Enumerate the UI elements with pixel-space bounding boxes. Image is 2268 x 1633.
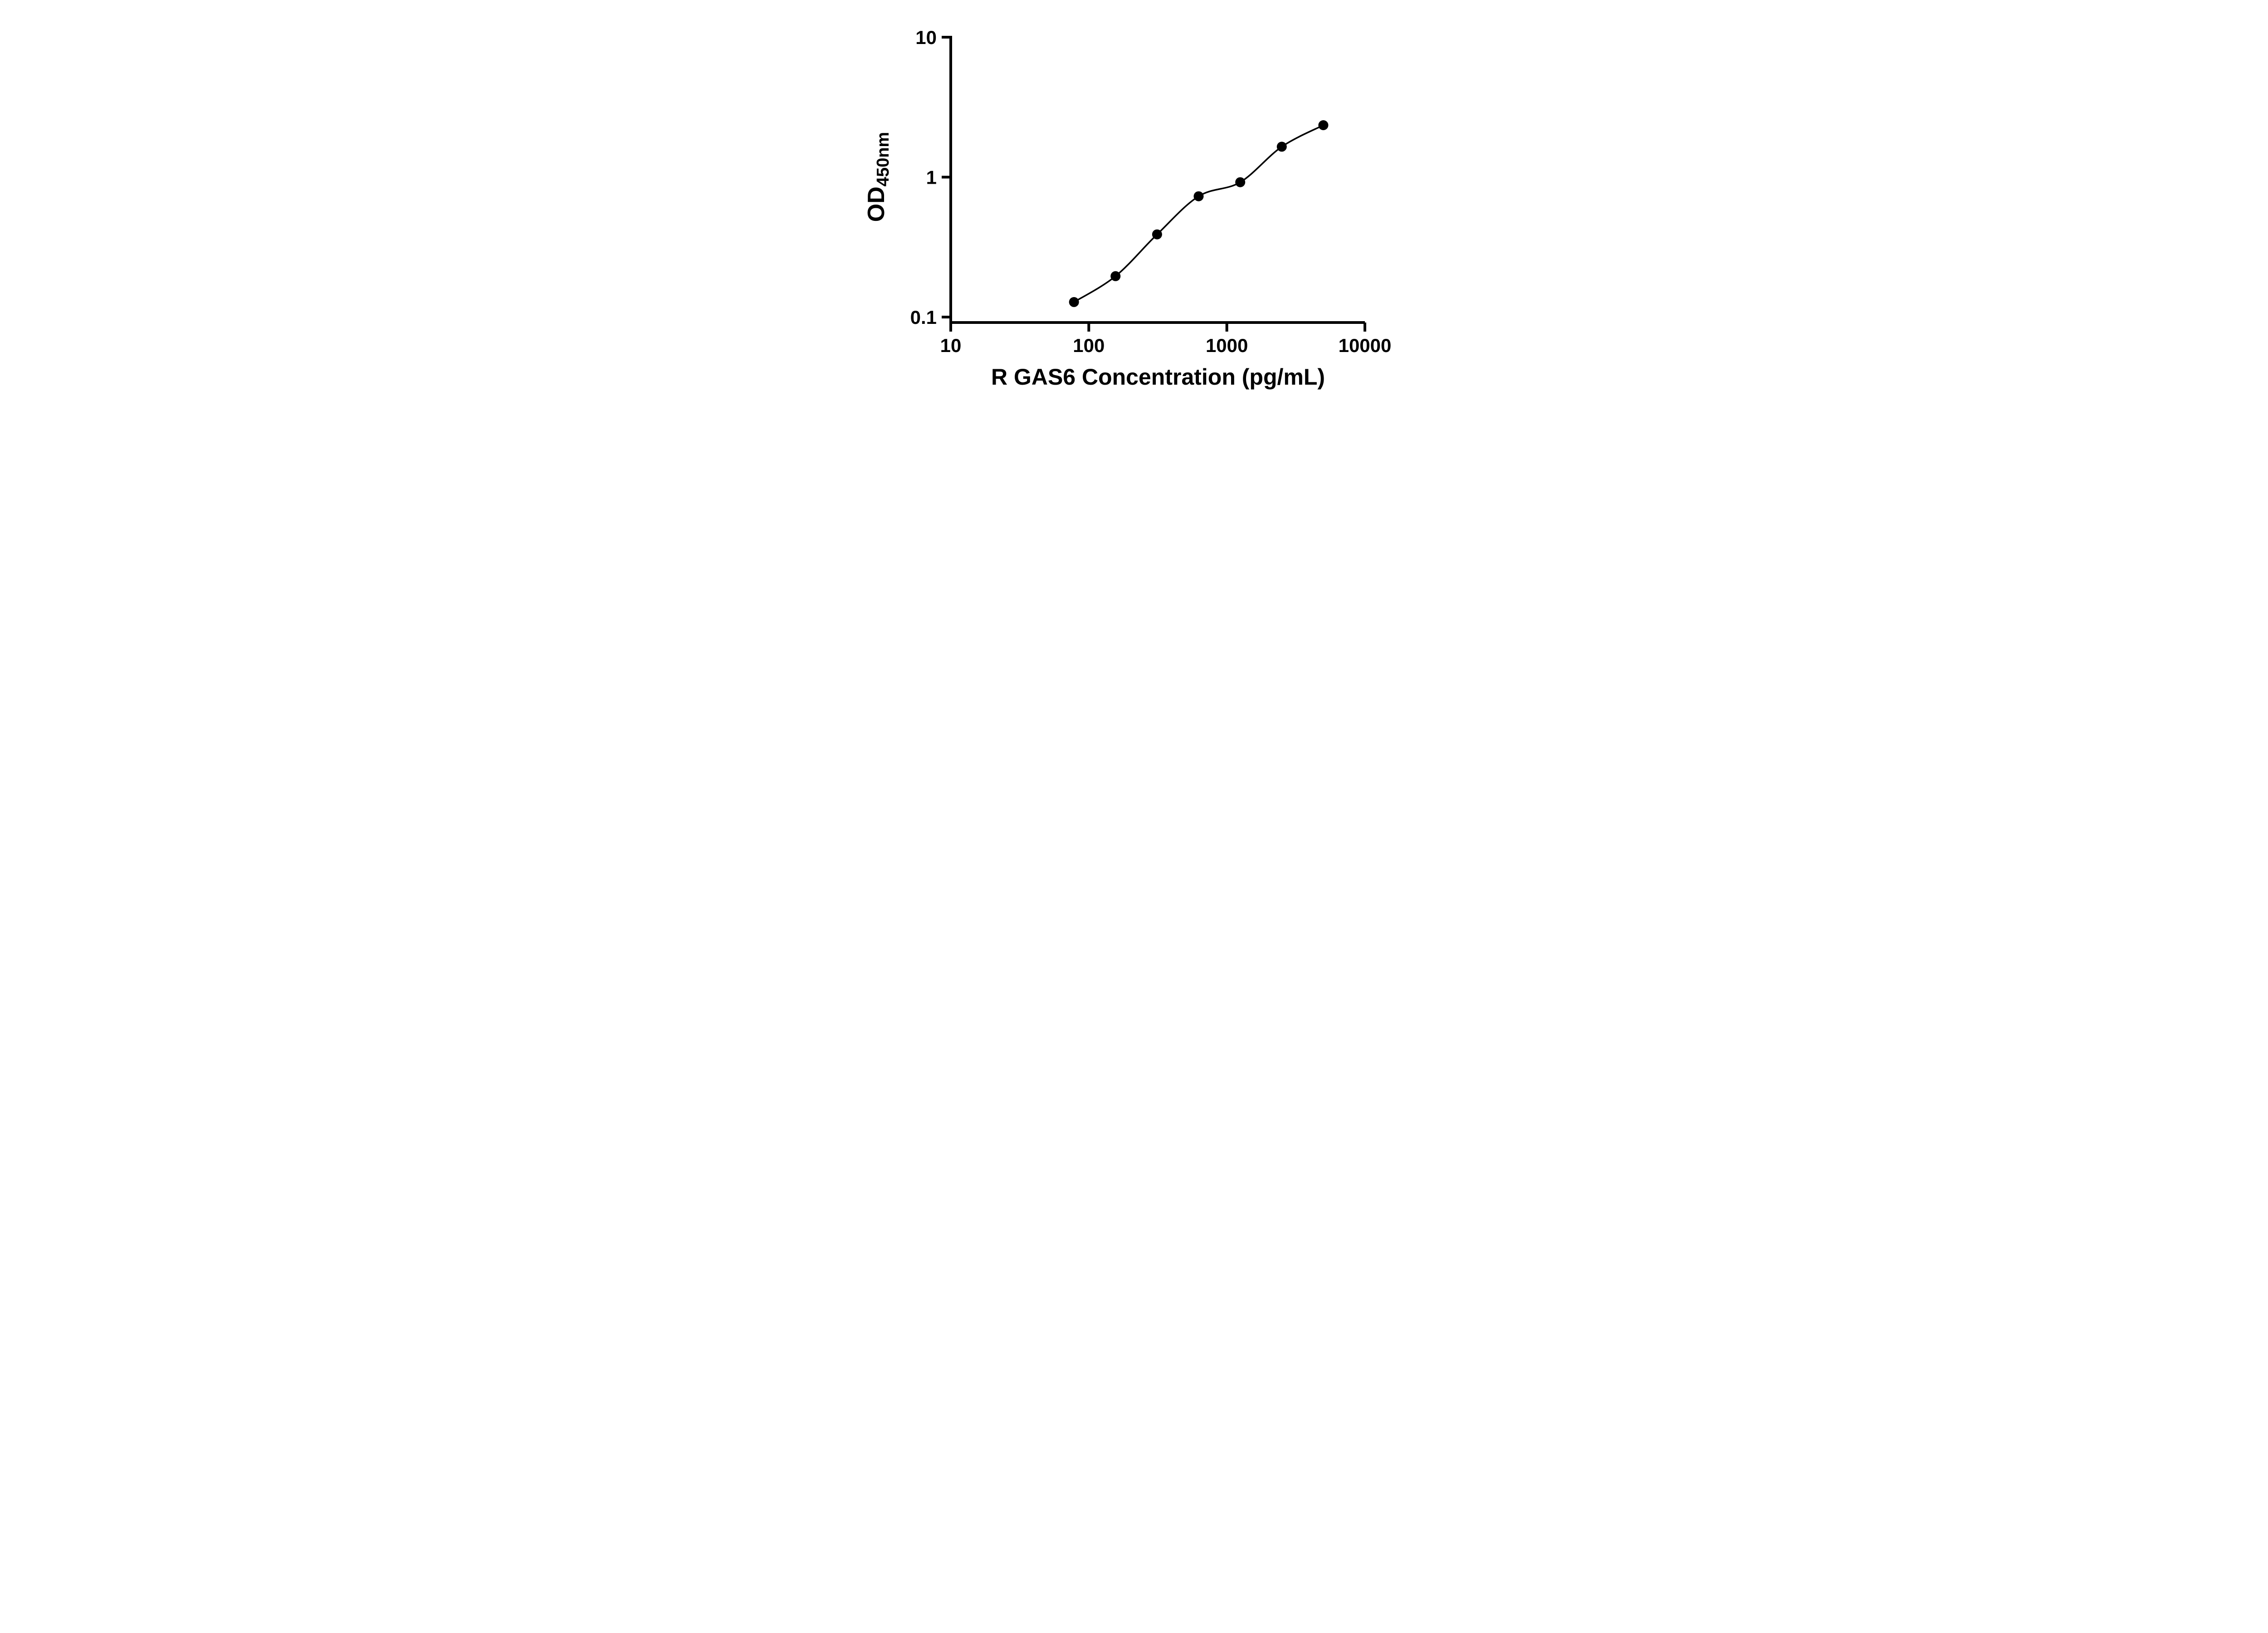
y-tick-labels: 0.1 1 10: [910, 27, 937, 328]
standard-curve-chart: 10 100 1000 10000 0.1 1 10 R GAS6 Concentrati…: [863, 27, 1392, 390]
x-tick-label: 100: [1073, 335, 1105, 356]
y-tick-label: 1: [926, 167, 937, 188]
x-tick-label: 10: [940, 335, 962, 356]
data-point-marker: [1193, 191, 1204, 201]
x-axis-title: R GAS6 Concentration (pg/mL): [991, 364, 1325, 390]
x-tick-labels: 10 100 1000 10000: [940, 335, 1392, 356]
data-point-marker: [1152, 229, 1162, 240]
data-points: [1069, 120, 1329, 307]
page: { "chart_data": { "type": "scatter", "ti…: [0, 0, 2268, 408]
x-tick-label: 1000: [1206, 335, 1248, 356]
y-axis-title: OD450nm: [863, 132, 893, 222]
axis-line: [949, 36, 1365, 324]
axes: [942, 36, 1366, 332]
y-tick-label: 10: [915, 27, 937, 48]
data-point-marker: [1235, 177, 1246, 187]
data-point-marker: [1318, 120, 1329, 130]
y-axis-title-main: OD: [863, 186, 890, 222]
elisa-standard-curve-figure: 10 100 1000 10000 0.1 1 10 R GAS6 Concentrati…: [848, 0, 1420, 408]
data-point-marker: [1276, 142, 1287, 152]
x-tick-label: 10000: [1339, 335, 1392, 356]
data-point-marker: [1069, 297, 1079, 307]
y-tick-label: 0.1: [910, 307, 937, 328]
data-point-marker: [1110, 271, 1121, 281]
y-axis-title-subscript: 450nm: [874, 132, 893, 186]
